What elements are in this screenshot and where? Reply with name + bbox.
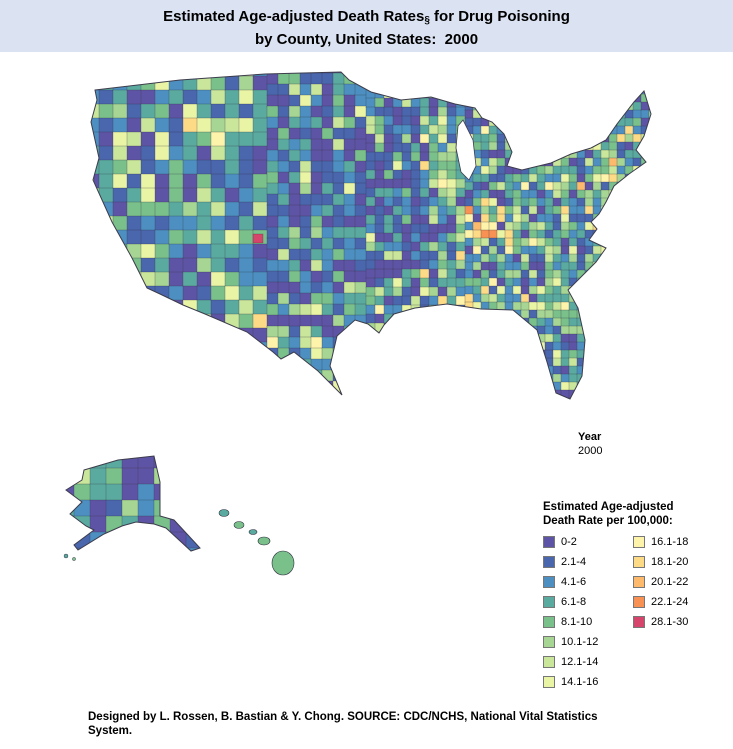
- alaska-outline: [65, 455, 201, 552]
- legend-item-label: 28.1-30: [651, 615, 689, 628]
- hawaii-island: [218, 509, 230, 517]
- legend-columns: 0-2 2.1-4 4.1-6 6.1-8 8.1-10 10.1-12 12.1-14 14…: [543, 535, 733, 695]
- legend-item: 18.1-20: [633, 555, 723, 568]
- us-choropleth-map: [90, 71, 652, 400]
- legend-swatch: [633, 555, 645, 568]
- legend-item-label: 10.1-12: [561, 635, 599, 648]
- year-value: 2000: [578, 445, 603, 457]
- hawaii-island: [233, 521, 245, 529]
- legend-swatch: [543, 595, 555, 608]
- legend-swatch: [543, 675, 555, 688]
- legend-item-label: 6.1-8: [561, 595, 587, 608]
- legend-item-label: 8.1-10: [561, 615, 593, 628]
- year-indicator: Year 2000: [578, 430, 602, 458]
- lake-michigan: [455, 119, 477, 181]
- legend-column-left: 0-2 2.1-4 4.1-6 6.1-8 8.1-10 10.1-12 12.1-14 14…: [543, 535, 633, 695]
- legend-item: 6.1-8: [543, 595, 633, 608]
- legend-item-label: 0-2: [561, 535, 577, 548]
- hawaii-island: [257, 536, 271, 546]
- legend-swatch: [543, 555, 555, 568]
- legend-item-label: 14.1-16: [561, 675, 599, 688]
- legend-item-label: 2.1-4: [561, 555, 587, 568]
- legend: Estimated Age-adjusted Death Rate per 10…: [543, 500, 733, 695]
- legend-swatch: [633, 535, 645, 548]
- legend-item: 2.1-4: [543, 555, 633, 568]
- legend-item-label: 18.1-20: [651, 555, 689, 568]
- title-line-1: Estimated Age-adjusted Death Rates§ for …: [0, 7, 733, 30]
- hawaii-island: [271, 550, 295, 576]
- legend-item-label: 4.1-6: [561, 575, 587, 588]
- title-line-2: by County, United States: 2000: [254, 31, 479, 48]
- title-text: Estimated Age-adjusted Death Rates: [163, 8, 425, 25]
- us-county-cells: [91, 72, 651, 399]
- section-mark: §: [424, 15, 430, 26]
- legend-item: 4.1-6: [543, 575, 633, 588]
- legend-item: 20.1-22: [633, 575, 723, 588]
- legend-item-label: 16.1-18: [651, 535, 689, 548]
- legend-swatch: [543, 535, 555, 548]
- title-text-suffix: for Drug Poisoning: [429, 8, 570, 25]
- source-note-line-1: Designed by L. Rossen, B. Bastian & Y. C…: [88, 711, 598, 723]
- legend-title-line-2: Death Rate per 100,000:: [543, 515, 673, 527]
- us-outline: [90, 71, 652, 400]
- legend-swatch: [633, 595, 645, 608]
- legend-swatch: [543, 575, 555, 588]
- legend-swatch: [543, 615, 555, 628]
- legend-item: 28.1-30: [633, 615, 723, 628]
- source-note: Designed by L. Rossen, B. Bastian & Y. C…: [88, 710, 688, 738]
- legend-item: 8.1-10: [543, 615, 633, 628]
- legend-swatch: [543, 655, 555, 668]
- legend-item: 0-2: [543, 535, 633, 548]
- aleutian-island: [72, 557, 76, 561]
- legend-item-label: 22.1-24: [651, 595, 689, 608]
- hawaii-inset-map: [218, 509, 295, 576]
- year-label: Year: [578, 431, 602, 443]
- alaska-inset-map: [63, 455, 201, 561]
- legend-item: 16.1-18: [633, 535, 723, 548]
- legend-swatch: [633, 615, 645, 628]
- legend-item: 12.1-14: [543, 655, 633, 668]
- hawaii-island: [248, 529, 258, 535]
- legend-item-label: 12.1-14: [561, 655, 599, 668]
- legend-item: 10.1-12: [543, 635, 633, 648]
- hawaii-islands: [218, 509, 295, 576]
- legend-title-line-1: Estimated Age-adjusted: [543, 501, 674, 513]
- source-note-line-2: System.: [88, 725, 133, 737]
- aleutian-island: [63, 553, 69, 559]
- legend-item: 14.1-16: [543, 675, 633, 688]
- title-bar: Estimated Age-adjusted Death Rates§ for …: [0, 0, 733, 52]
- legend-item: 22.1-24: [633, 595, 723, 608]
- legend-swatch: [543, 635, 555, 648]
- legend-column-right: 16.1-18 18.1-20 20.1-22 22.1-24 28.1-30: [633, 535, 723, 695]
- legend-swatch: [633, 575, 645, 588]
- legend-item-label: 20.1-22: [651, 575, 689, 588]
